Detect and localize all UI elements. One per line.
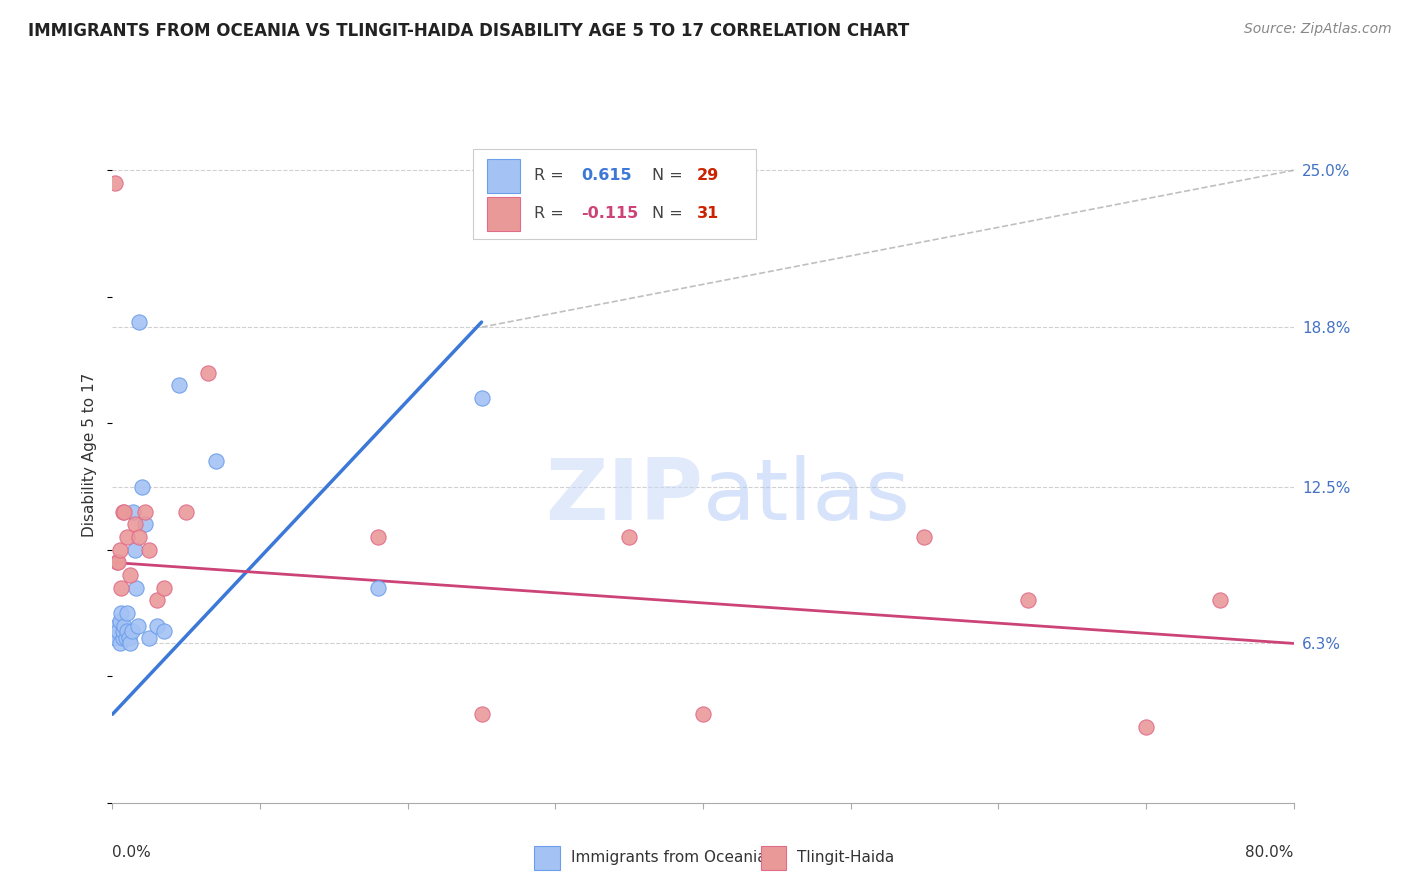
Point <box>120 568 142 582</box>
Point <box>167 378 190 392</box>
Point <box>174 505 197 519</box>
Text: Source: ZipAtlas.com: Source: ZipAtlas.com <box>1244 22 1392 37</box>
Point <box>1208 593 1232 607</box>
Point <box>1135 720 1157 734</box>
Point <box>127 618 149 632</box>
Point <box>117 606 138 620</box>
Text: 31: 31 <box>697 206 720 221</box>
Point <box>111 624 134 638</box>
Point <box>134 505 156 519</box>
Text: R =: R = <box>534 206 569 221</box>
Point <box>470 707 494 722</box>
Point <box>153 624 176 638</box>
Point <box>619 530 641 544</box>
Text: 0.0%: 0.0% <box>112 845 152 860</box>
Point <box>128 315 150 329</box>
Point <box>470 391 494 405</box>
Point <box>120 636 142 650</box>
Point <box>105 618 128 632</box>
Text: N =: N = <box>652 169 688 184</box>
Point <box>128 530 150 544</box>
Point <box>108 542 131 557</box>
Point <box>124 542 146 557</box>
Point <box>197 366 219 380</box>
Text: atlas: atlas <box>703 455 911 538</box>
Point <box>146 593 169 607</box>
Point <box>118 632 141 646</box>
Text: -0.115: -0.115 <box>581 206 638 221</box>
Y-axis label: Disability Age 5 to 17: Disability Age 5 to 17 <box>82 373 97 537</box>
Point <box>153 581 176 595</box>
Point <box>134 517 156 532</box>
Point <box>114 632 136 646</box>
Point <box>112 505 135 519</box>
Point <box>914 530 936 544</box>
Text: 0.615: 0.615 <box>581 169 631 184</box>
Point <box>111 505 134 519</box>
FancyBboxPatch shape <box>472 149 756 239</box>
Text: Tlingit-Haida: Tlingit-Haida <box>797 850 894 865</box>
Point <box>117 530 138 544</box>
Point <box>112 618 135 632</box>
Point <box>108 614 131 628</box>
Point <box>117 624 138 638</box>
Text: ZIP: ZIP <box>546 455 703 538</box>
Point <box>367 530 389 544</box>
Point <box>205 454 228 468</box>
Text: N =: N = <box>652 206 688 221</box>
Point <box>125 581 148 595</box>
Point <box>108 636 131 650</box>
Point <box>110 581 132 595</box>
Point <box>121 624 143 638</box>
Point <box>124 517 146 532</box>
FancyBboxPatch shape <box>486 197 520 231</box>
Text: 29: 29 <box>697 169 720 184</box>
Point <box>692 707 714 722</box>
Point <box>107 556 129 570</box>
Point <box>146 618 169 632</box>
Point <box>104 176 127 190</box>
Text: R =: R = <box>534 169 569 184</box>
Point <box>131 479 153 493</box>
Point <box>1017 593 1039 607</box>
Point <box>107 624 129 638</box>
Point <box>105 556 128 570</box>
Point <box>110 606 132 620</box>
Point <box>111 632 134 646</box>
Point <box>104 632 127 646</box>
FancyBboxPatch shape <box>486 159 520 193</box>
Text: IMMIGRANTS FROM OCEANIA VS TLINGIT-HAIDA DISABILITY AGE 5 TO 17 CORRELATION CHAR: IMMIGRANTS FROM OCEANIA VS TLINGIT-HAIDA… <box>28 22 910 40</box>
Point <box>138 542 160 557</box>
Point <box>122 505 145 519</box>
Point <box>138 632 160 646</box>
Text: 80.0%: 80.0% <box>1246 845 1294 860</box>
Text: Immigrants from Oceania: Immigrants from Oceania <box>571 850 766 865</box>
Point <box>367 581 389 595</box>
